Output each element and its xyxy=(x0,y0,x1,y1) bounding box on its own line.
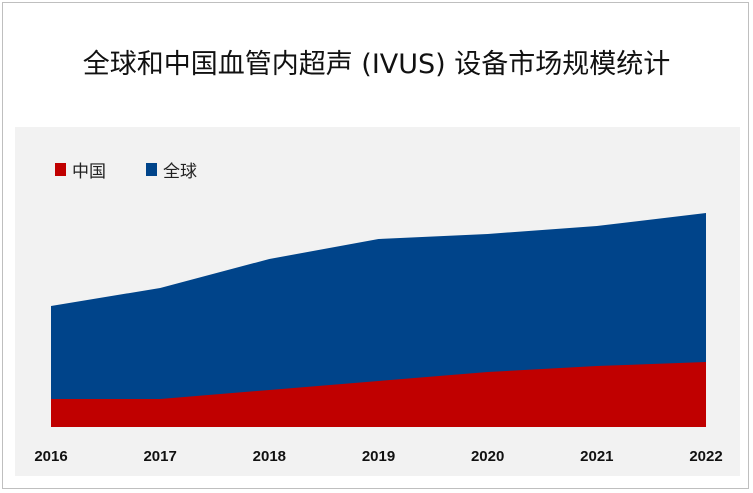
x-tick-label: 2019 xyxy=(362,448,395,465)
x-tick-label: 2021 xyxy=(580,448,613,465)
x-tick-label: 2022 xyxy=(689,448,722,465)
legend-label-china: 中国 xyxy=(72,162,106,182)
legend: 中国 全球 xyxy=(55,157,197,182)
x-tick-label: 2017 xyxy=(143,448,176,465)
legend-item-global: 全球 xyxy=(146,157,197,182)
legend-swatch-china xyxy=(55,163,66,176)
x-tick-label: 2020 xyxy=(471,448,504,465)
x-tick-label: 2016 xyxy=(34,448,67,465)
chart-title: 全球和中国血管内超声 (IVUS) 设备市场规模统计 xyxy=(82,49,671,80)
area-series-1 xyxy=(51,362,706,427)
x-tick-label: 2018 xyxy=(253,448,286,465)
legend-label-global: 全球 xyxy=(163,162,197,182)
legend-item-china: 中国 xyxy=(55,157,106,182)
legend-swatch-global xyxy=(146,163,157,176)
chart-frame xyxy=(2,2,749,489)
